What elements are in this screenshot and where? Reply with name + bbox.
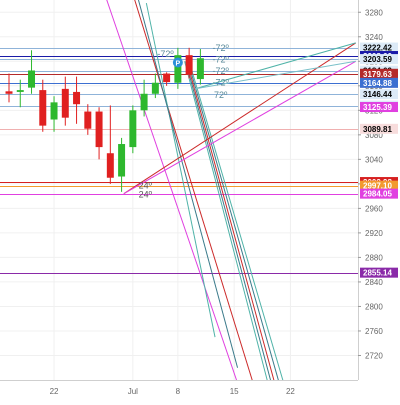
marker-circle [172,57,183,68]
y-tick-label: 2840 [365,278,383,287]
angle-label: 72º [214,90,228,100]
trend-line [134,0,253,380]
price-tag: 3125.39 [363,103,392,112]
y-tick-label: 2960 [365,204,383,213]
angle-label: 24º [139,189,153,199]
candle-body [50,102,58,120]
price-tag: 3089.81 [363,125,392,134]
trend-line [123,60,356,195]
angle-label: -72º [213,43,230,53]
y-tick-label: 2880 [365,253,383,262]
candle-body [84,111,92,129]
trend-line [123,42,357,195]
price-tag-bg [360,54,398,65]
angle-label: 24º [139,181,153,191]
angle-label: -72º [213,66,230,76]
candle-body [106,153,114,178]
candle-body [129,110,137,148]
price-tag: 3203.59 [363,55,392,64]
candle-body [140,93,148,111]
price-tag-bg [360,188,398,199]
price-tag-bg [360,89,398,100]
trend-line [184,61,268,380]
trend-line [187,61,279,380]
trend-line [186,61,275,380]
candle-body [95,111,103,148]
candle-body [61,88,69,118]
marker-label: P [176,61,181,68]
y-tick-label: 3280 [365,8,383,17]
angle-label: -72º [213,54,230,64]
y-tick-label: 2920 [365,229,383,238]
y-tick-label: 2760 [365,327,383,336]
price-tag: 2855.14 [363,269,392,278]
price-tag-bg [360,102,398,113]
price-tag: 2984.05 [363,190,392,199]
candle-body [73,91,81,105]
price-tag-bg [360,123,398,134]
price-tag: 3146.44 [363,90,392,99]
candle-body [39,90,47,126]
price-tag: 3222.42 [363,44,392,53]
y-tick-label: 3040 [365,155,383,164]
time-axis: 22 Jul 8 15 22 [0,380,358,396]
x-tick-label: 8 [176,387,181,396]
candle-body [16,90,24,92]
price-tag-bg [360,180,398,191]
candle-body [151,82,159,94]
price-tag-bg [360,68,398,79]
y-tick-label: 3080 [365,131,383,140]
y-tick-label: 3240 [365,33,383,42]
price-labels: 3222.423208.603203.593184.693179.633165.… [360,42,398,278]
angle-label: -72º [213,78,230,88]
candle-body [174,55,182,83]
price-tag: 3179.63 [363,70,392,79]
price-tag-bg [360,42,398,53]
trend-line [194,60,356,90]
candles [5,47,204,192]
x-tick-label: 22 [50,387,59,396]
trend-line [194,42,356,90]
candle-body [118,144,126,177]
x-tick-label: Jul [128,387,138,396]
candle-body [185,55,193,75]
x-tick-label: 15 [230,387,239,396]
trend-line [137,0,239,368]
y-tick-label: 2800 [365,302,383,311]
candle-body [5,91,13,94]
candle-body [163,73,171,83]
trend-line [106,0,238,380]
x-tick-label: 22 [286,387,295,396]
price-tag-bg [360,77,398,88]
trend-lines [106,0,357,380]
trend-line [145,2,216,338]
candle-body [28,70,36,88]
y-tick-label: 2720 [365,351,383,360]
angle-label: -72º [157,49,174,59]
price-tag: 2997.10 [363,182,392,191]
price-tag-bg [360,267,398,278]
price-tag: 3164.88 [363,79,392,88]
trend-line [188,61,284,380]
trend-line [185,61,272,380]
candle-body [196,58,204,80]
